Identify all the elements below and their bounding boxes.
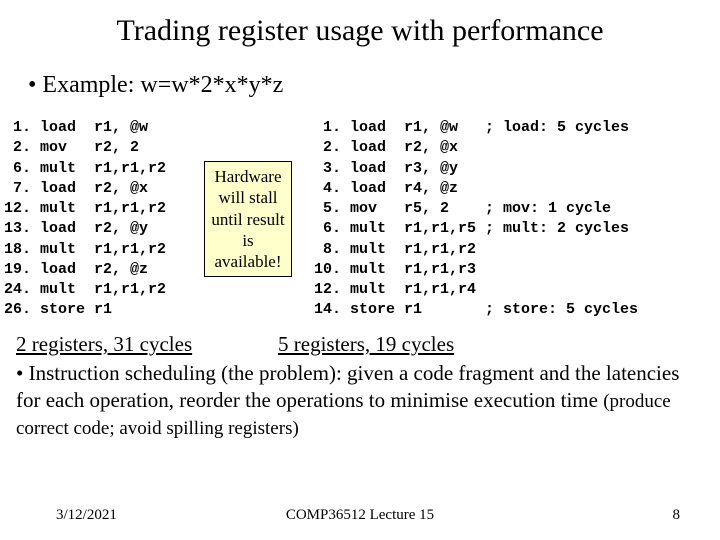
summary-right: 5 registers, 19 cycles — [278, 332, 454, 357]
code-columns: 1. load r1, @w 2. mov r2, 2 6. mult r1,r… — [4, 118, 716, 321]
bullet-main-text: Instruction scheduling (the problem): gi… — [16, 361, 679, 412]
footer: 3/12/2021 COMP36512 Lecture 15 8 — [0, 507, 720, 524]
summary-row: 2 registers, 31 cycles 5 registers, 19 c… — [16, 332, 696, 357]
left-code-block: 1. load r1, @w 2. mov r2, 2 6. mult r1,r… — [4, 118, 204, 321]
right-code-block: 1. load r1, @w ; load: 5 cycles 2. load … — [292, 118, 716, 321]
page-title: Trading register usage with performance — [0, 14, 720, 48]
footer-center: COMP36512 Lecture 15 — [0, 507, 720, 524]
callout-container: Hardware will stall until result is avai… — [204, 118, 292, 321]
example-header: • Example: w=w*2*x*y*z — [28, 72, 283, 99]
bullet-paragraph: Instruction scheduling (the problem): gi… — [16, 360, 706, 442]
callout-box: Hardware will stall until result is avai… — [204, 161, 292, 277]
summary-left: 2 registers, 31 cycles — [16, 332, 278, 357]
